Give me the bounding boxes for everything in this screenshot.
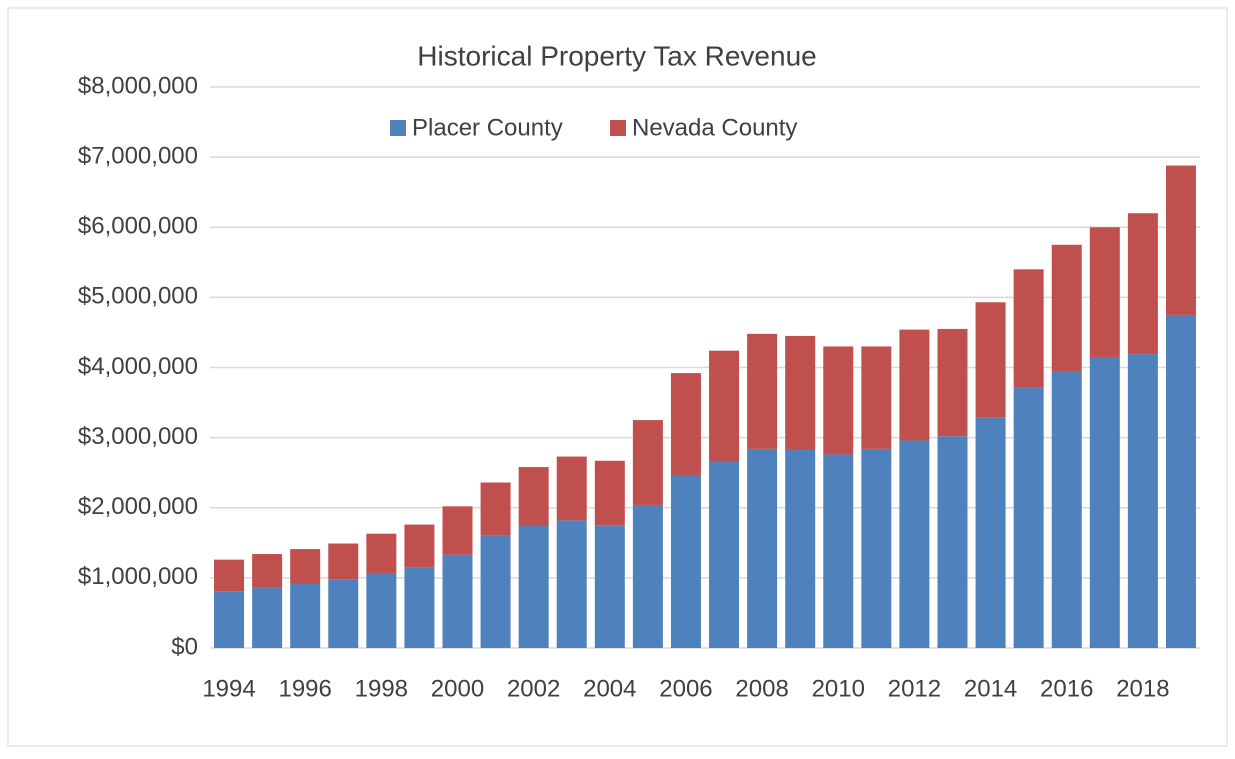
bar-segment: [709, 350, 740, 462]
bar-segment: [1165, 314, 1196, 648]
bar-segment: [823, 346, 854, 455]
bar-segment: [785, 335, 816, 450]
bar-segment: [670, 373, 701, 476]
bar-segment: [937, 436, 968, 648]
x-tick-label: 2000: [431, 675, 484, 702]
bar-segment: [1127, 354, 1158, 648]
bar-segment: [709, 461, 740, 648]
bar-segment: [1127, 213, 1158, 355]
bar-segment: [1089, 227, 1120, 357]
bar-segment: [785, 449, 816, 648]
y-tick-label: $6,000,000: [78, 213, 198, 240]
bar-segment: [975, 302, 1006, 418]
x-tick-label: 1994: [202, 675, 255, 702]
y-tick-label: $3,000,000: [78, 423, 198, 450]
bar-segment: [442, 506, 473, 555]
chart-title: Historical Property Tax Revenue: [417, 40, 816, 71]
bar-segment: [670, 475, 701, 648]
bar-segment: [1051, 244, 1082, 372]
legend-swatch: [390, 120, 406, 136]
bar-segment: [290, 583, 321, 648]
bar-segment: [328, 579, 359, 648]
bar-segment: [404, 567, 435, 648]
bar-segment: [975, 417, 1006, 648]
bar-segment: [937, 328, 968, 437]
bar-segment: [252, 587, 283, 648]
bar-segment: [747, 448, 778, 648]
bar-segment: [518, 525, 549, 648]
x-tick-label: 1998: [355, 675, 408, 702]
bar-segment: [480, 482, 511, 536]
y-tick-label: $8,000,000: [78, 72, 198, 99]
bar-segment: [1089, 356, 1120, 648]
x-tick-label: 2014: [964, 675, 1017, 702]
x-tick-label: 2004: [583, 675, 636, 702]
bar-segment: [632, 504, 663, 648]
bar-segment: [328, 543, 359, 580]
bar-segment: [556, 456, 587, 521]
bar-segment: [632, 420, 663, 505]
y-tick-label: $4,000,000: [78, 353, 198, 380]
bar-segment: [1051, 371, 1082, 648]
bar-segment: [214, 591, 245, 648]
legend-label: Placer County: [412, 114, 563, 141]
bar-segment: [823, 454, 854, 648]
x-tick-label: 2018: [1116, 675, 1169, 702]
bar-segment: [1165, 165, 1196, 315]
x-tick-label: 2012: [888, 675, 941, 702]
x-tick-label: 2008: [735, 675, 788, 702]
bar-segment: [404, 524, 435, 568]
y-tick-label: $5,000,000: [78, 283, 198, 310]
bar-segment: [366, 572, 397, 648]
x-tick-label: 2010: [812, 675, 865, 702]
bar-segment: [594, 460, 625, 526]
bar-segment: [290, 549, 321, 584]
y-tick-label: $0: [171, 633, 198, 660]
y-tick-label: $7,000,000: [78, 142, 198, 169]
x-tick-label: 1996: [278, 675, 331, 702]
legend-label: Nevada County: [632, 114, 797, 141]
bar-segment: [480, 535, 511, 648]
bar-segment: [899, 440, 930, 648]
bar-segment: [556, 520, 587, 648]
legend-swatch: [610, 120, 626, 136]
y-tick-label: $2,000,000: [78, 493, 198, 520]
bar-segment: [442, 554, 473, 648]
bar-segment: [899, 329, 930, 441]
bar-segment: [861, 346, 892, 449]
bar-segment: [518, 467, 549, 526]
bar-segment: [366, 533, 397, 573]
bar-segment: [252, 554, 283, 588]
bar-segment: [1013, 269, 1044, 388]
x-tick-label: 2002: [507, 675, 560, 702]
bar-segment: [594, 525, 625, 648]
x-tick-label: 2006: [659, 675, 712, 702]
bar-segment: [861, 448, 892, 648]
y-tick-label: $1,000,000: [78, 563, 198, 590]
bar-segment: [1013, 387, 1044, 648]
bar-segment: [747, 333, 778, 449]
x-tick-label: 2016: [1040, 675, 1093, 702]
bar-segment: [214, 559, 245, 592]
